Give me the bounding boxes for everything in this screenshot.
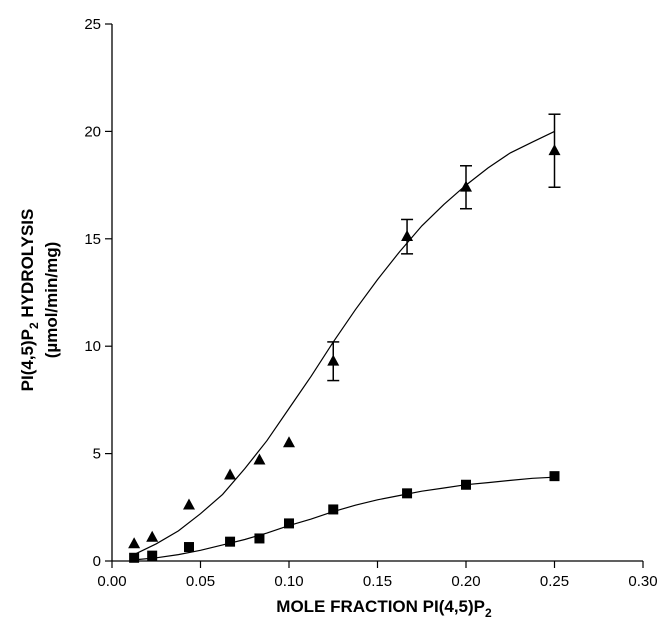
data-point-triangle: [460, 180, 472, 192]
data-point-triangle: [548, 144, 561, 156]
plot-area: [111, 24, 643, 562]
data-point-square: [225, 536, 236, 547]
y-tick-label: 15: [84, 231, 101, 248]
x-tick-label: 0.05: [186, 573, 215, 590]
y-tick-label: 5: [93, 446, 101, 463]
data-point-square: [129, 552, 140, 563]
data-point-square: [183, 542, 194, 553]
data-point-square: [461, 479, 471, 490]
x-tick-label: 0.10: [274, 573, 303, 590]
fit-curves: [133, 130, 555, 561]
data-point-triangle: [327, 354, 340, 366]
x-tick-label: 0.30: [628, 573, 657, 590]
y-axis-title-line2: (µmol/min/mg): [42, 242, 61, 359]
data-markers: [128, 113, 561, 563]
data-point-square: [402, 488, 413, 499]
fit-curve-square: [134, 476, 555, 561]
data-point-triangle: [253, 453, 266, 465]
data-point-triangle: [401, 230, 414, 242]
data-point-square: [147, 550, 158, 561]
data-point-triangle: [182, 498, 195, 510]
data-point-square: [328, 504, 339, 515]
x-axis-ticks: 0.00 0.05 0.10 0.15 0.20 0.25 0.30: [97, 561, 658, 590]
data-point-triangle: [224, 468, 237, 480]
data-point-square: [254, 533, 265, 544]
data-point-square: [284, 518, 294, 529]
data-point-square: [549, 471, 560, 482]
data-point-triangle: [283, 436, 295, 448]
x-tick-label: 0.20: [451, 573, 480, 590]
data-point-triangle: [146, 530, 159, 542]
y-tick-label: 25: [84, 16, 101, 33]
x-axis-title: MOLE FRACTION PI(4,5)P2: [276, 597, 492, 620]
y-tick-label: 0: [93, 553, 101, 570]
fit-curve-triangle: [133, 130, 555, 556]
y-axis-title-line1: PI(4,5)P: [18, 329, 37, 391]
x-tick-label: 0.25: [540, 573, 569, 590]
y-tick-label: 10: [84, 338, 101, 355]
x-tick-label: 0.15: [363, 573, 392, 590]
y-axis-title: PI(4,5)P2 HYDROLYSIS (µmol/min/mg): [18, 209, 61, 392]
y-tick-label: 20: [84, 123, 101, 140]
y-axis-ticks: 0 5 10 15 20 25: [84, 16, 112, 570]
x-tick-label: 0.00: [97, 573, 126, 590]
data-point-triangle: [128, 537, 141, 549]
svg-text:PI(4,5)P2 HYDROLYSIS: PI(4,5)P2 HYDROLYSIS: [18, 209, 41, 392]
